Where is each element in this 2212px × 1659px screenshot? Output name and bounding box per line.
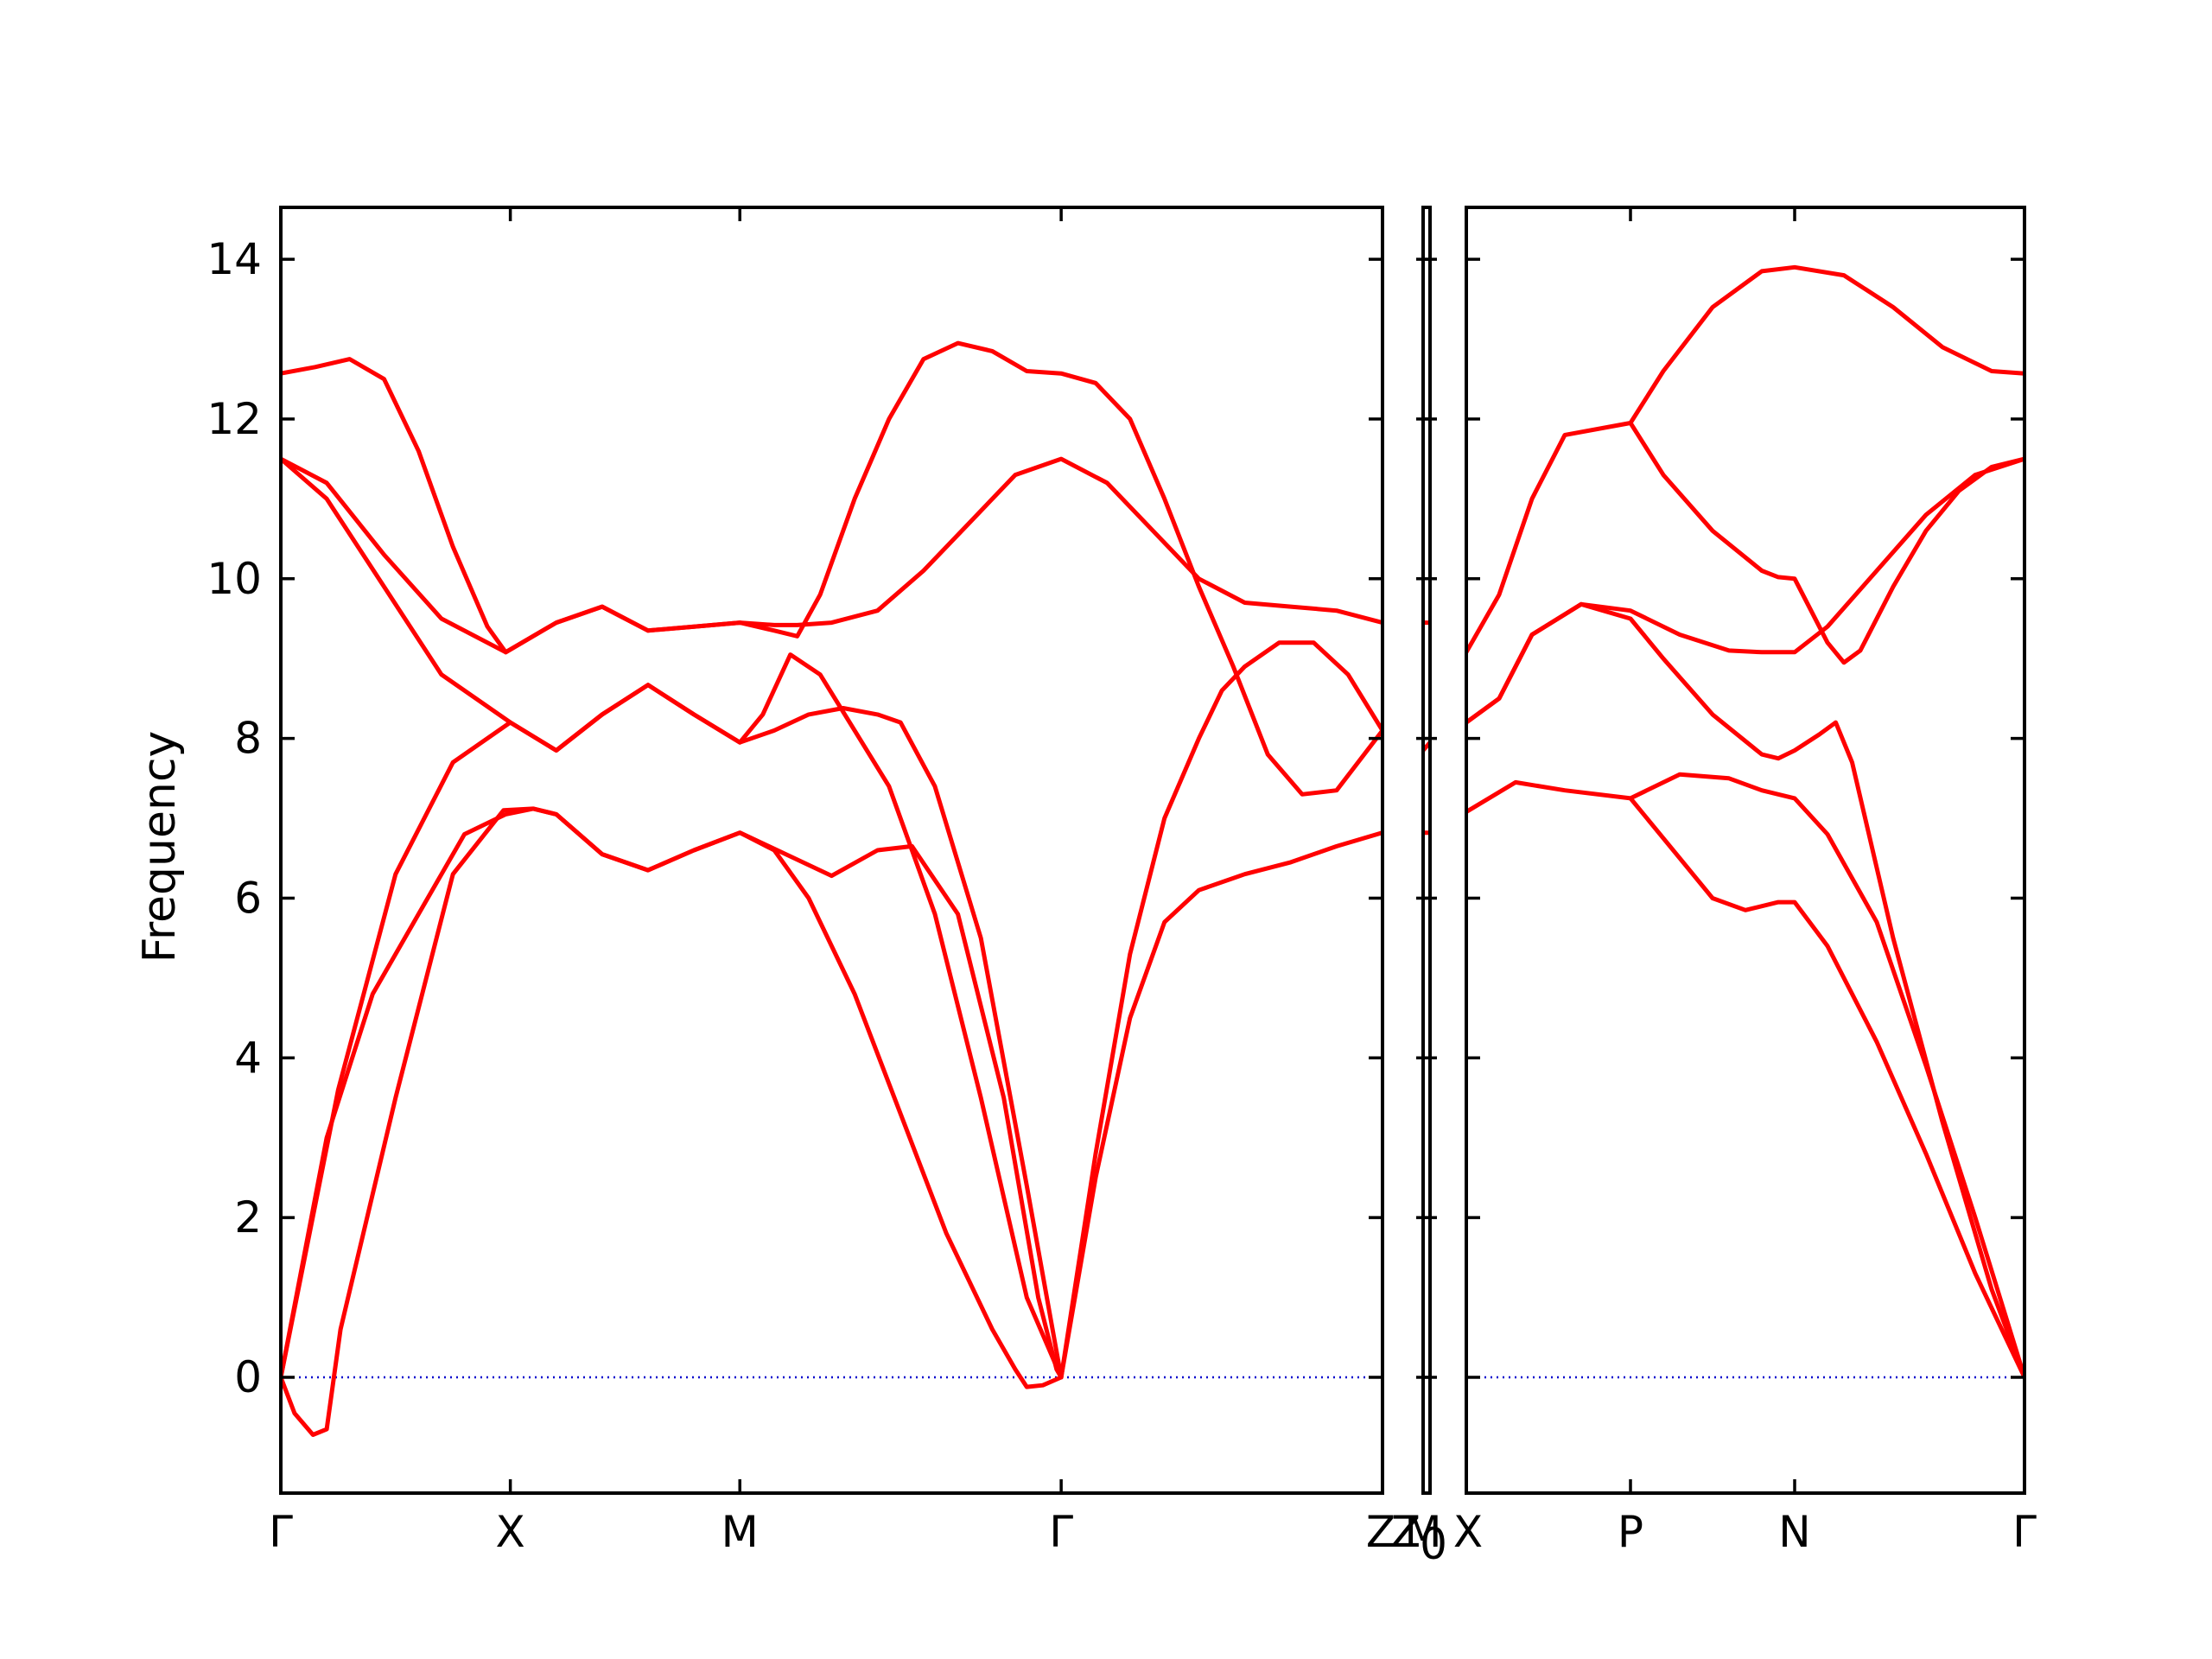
y-tick-label: 10: [207, 554, 262, 604]
band-line: [281, 806, 1064, 1437]
y-tick-label: 14: [207, 234, 262, 284]
band-line: [1628, 421, 2024, 665]
band-line: [1466, 772, 2024, 1380]
y-tick-label: 12: [207, 394, 262, 444]
x-tick-label: X: [495, 1507, 524, 1557]
band-line: [1058, 640, 1382, 1380]
x-tick-label: Z: [1366, 1507, 1395, 1557]
panel-frame: [1465, 206, 2026, 1495]
band-line: [281, 340, 1382, 797]
x-tick-label: M: [721, 1507, 759, 1557]
panel-frame: [279, 206, 1384, 1495]
x-tick-label: Γ: [2012, 1507, 2037, 1557]
y-tick-label: 8: [234, 714, 262, 764]
y-tick-label: 4: [234, 1033, 262, 1083]
band-line: [281, 683, 1064, 1380]
panel-frame: [1421, 206, 1432, 1495]
band-line: [1466, 601, 2024, 1380]
band-line: [281, 806, 1064, 1389]
x-tick-label: M: [1404, 1507, 1441, 1557]
x-tick-label: Z: [1391, 1507, 1421, 1557]
band-line: [281, 456, 1064, 1380]
band-line: [1466, 456, 2024, 725]
x-tick-label: P: [1618, 1507, 1643, 1557]
y-tick-label: 6: [234, 873, 262, 923]
band-line: [1466, 264, 2024, 655]
band-line: [1058, 830, 1382, 1380]
x-tick-label: Γ: [269, 1507, 293, 1557]
y-tick-label: 0: [234, 1352, 262, 1402]
y-tick-label: 2: [234, 1192, 262, 1243]
x-tick-label: Γ: [1049, 1507, 1073, 1557]
x-tick-label: X: [1453, 1507, 1483, 1557]
band-line: [281, 456, 1382, 655]
x-tick-label: N: [1778, 1507, 1810, 1557]
x-tick-label: 0: [1420, 1519, 1447, 1569]
y-axis-label: Frequency: [134, 731, 186, 963]
band-line: [1628, 796, 2024, 1380]
panel-2: MZ0: [1391, 206, 1447, 1569]
